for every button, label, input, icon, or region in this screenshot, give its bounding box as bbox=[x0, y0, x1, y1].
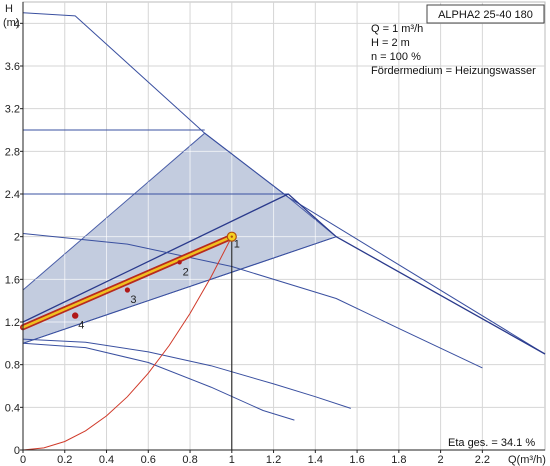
pump-curve-5 bbox=[22, 236, 337, 344]
x-tick-label-4: 0.8 bbox=[182, 454, 197, 466]
curve-point-3 bbox=[124, 287, 130, 293]
y-tick-label-7: 2.8 bbox=[5, 146, 20, 158]
y-tick-label-3: 1.2 bbox=[5, 317, 20, 329]
y-tick-label-10: 4 bbox=[14, 18, 20, 30]
y-tick-label-1: 0.4 bbox=[5, 402, 20, 414]
x-axis-title: Q(m³/h) bbox=[508, 454, 546, 466]
x-tick-label-8: 1.6 bbox=[349, 454, 364, 466]
x-tick-label-5: 1 bbox=[229, 454, 235, 466]
y-axis-title: H bbox=[5, 3, 13, 15]
pump-curve-6 bbox=[22, 233, 483, 369]
operating-point-center bbox=[230, 235, 233, 238]
y-tick-label-5: 2 bbox=[14, 232, 20, 244]
system-curve bbox=[22, 236, 233, 451]
y-tick-label-0: 0 bbox=[14, 445, 20, 457]
x-tick-label-7: 1.4 bbox=[308, 454, 323, 466]
y-tick-label-9: 3.6 bbox=[5, 61, 20, 73]
y-tick-label-8: 3.2 bbox=[5, 104, 20, 116]
pump-curves bbox=[20, 12, 546, 451]
y-tick-label-4: 1.6 bbox=[5, 274, 20, 286]
info-line-2: H = 2 m bbox=[371, 37, 410, 49]
y-axis-unit: (m) bbox=[3, 17, 20, 29]
x-tick-label-10: 2 bbox=[438, 454, 444, 466]
x-tick-label-0: 0 bbox=[20, 454, 26, 466]
chart-title: ALPHA2 25-40 180 bbox=[438, 9, 533, 21]
pump-curve-7 bbox=[22, 338, 351, 409]
title-box bbox=[426, 4, 545, 24]
data-points: 2 3 4 1 bbox=[72, 231, 240, 332]
info-line-4: Fördermedium = Heizungswasser bbox=[371, 65, 536, 77]
curve-point-2 bbox=[177, 260, 182, 265]
operating-point-label: 1 bbox=[234, 239, 240, 251]
info-line-3: n = 100 % bbox=[371, 51, 421, 63]
efficiency-label: Eta ges. = 34.1 % bbox=[448, 437, 535, 449]
curve-point-label-4: 4 bbox=[78, 320, 84, 332]
x-tick-label-3: 0.6 bbox=[141, 454, 156, 466]
x-tick-label-9: 1.8 bbox=[391, 454, 406, 466]
axes bbox=[22, 2, 545, 451]
curve-point-4 bbox=[72, 312, 79, 319]
tick-labels: 0 0.2 0.4 0.6 0.8 1 1.2 1.4 1.6 1.8 2 2.2 0 0.4 0.8 1.2… bbox=[5, 18, 490, 466]
y-tick-label-2: 0.8 bbox=[5, 360, 20, 372]
curve-point-label-3: 3 bbox=[130, 294, 136, 306]
x-tick-label-11: 2.2 bbox=[475, 454, 490, 466]
x-tick-label-1: 0.2 bbox=[57, 454, 72, 466]
info-line-1: Q = 1 m³/h bbox=[371, 23, 423, 35]
control-line bbox=[21, 235, 234, 329]
pump-curve-1 bbox=[22, 12, 546, 355]
curve-point-label-2: 2 bbox=[183, 266, 189, 278]
pump-curve-8 bbox=[22, 342, 295, 421]
pump-curve-4 bbox=[22, 193, 546, 355]
y-tick-label-6: 2.4 bbox=[5, 189, 20, 201]
x-tick-label-6: 1.2 bbox=[266, 454, 281, 466]
x-tick-label-2: 0.4 bbox=[99, 454, 114, 466]
